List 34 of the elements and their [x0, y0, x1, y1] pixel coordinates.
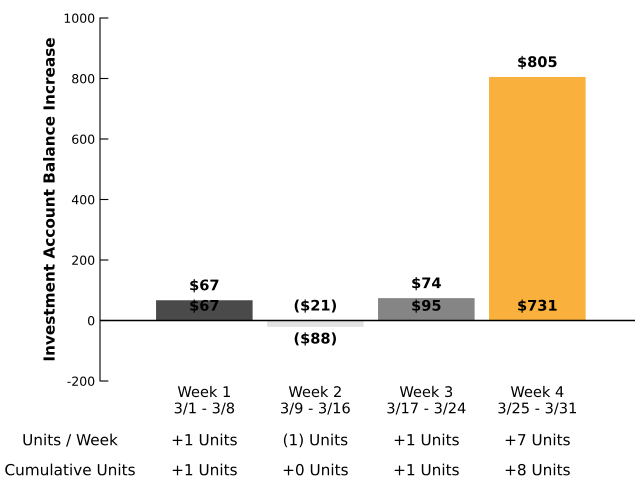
y-tick-label: 800	[72, 74, 94, 84]
annotation: $67	[190, 300, 218, 313]
x-tick-label: Week 2 3/9 - 3/16	[281, 386, 350, 415]
y-tick-label: 400	[72, 194, 94, 204]
y-axis-title: Investment Account Balance Increase	[42, 38, 55, 360]
annotation: ($88)	[294, 332, 336, 346]
annotation: $731	[518, 300, 557, 313]
data-label: $67	[190, 279, 218, 292]
bar	[489, 76, 586, 320]
text: +1 Units	[172, 464, 237, 476]
text: +1 Units	[172, 434, 237, 446]
text: +7 Units	[506, 434, 570, 446]
bar	[378, 298, 475, 320]
text: Cumulative Units	[5, 464, 135, 476]
y-tick-label: 600	[72, 134, 94, 144]
data-label: $74	[412, 277, 441, 290]
text: +1 Units	[394, 464, 459, 476]
x-tick-label: Week 4 3/25 - 3/31	[498, 386, 576, 415]
data-label: $805	[518, 56, 557, 70]
text: +8 Units	[506, 464, 570, 476]
y-tick-label: -200	[67, 376, 94, 386]
text: +1 Units	[394, 434, 459, 446]
bar	[267, 320, 364, 327]
bar	[156, 300, 253, 320]
annotation: $95	[412, 300, 441, 313]
data-label: ($21)	[294, 299, 336, 313]
text: (1) Units	[284, 434, 348, 448]
y-tick-label: 200	[72, 255, 94, 265]
x-tick-label: Week 1 3/1 - 3/8	[174, 386, 234, 415]
y-tick-label: 0	[88, 316, 94, 326]
text: Units / Week	[23, 434, 118, 447]
y-tick-label: 1000	[64, 13, 94, 23]
x-tick-label: Week 3 3/17 - 3/24	[387, 386, 466, 415]
text: +0 Units	[284, 464, 348, 476]
